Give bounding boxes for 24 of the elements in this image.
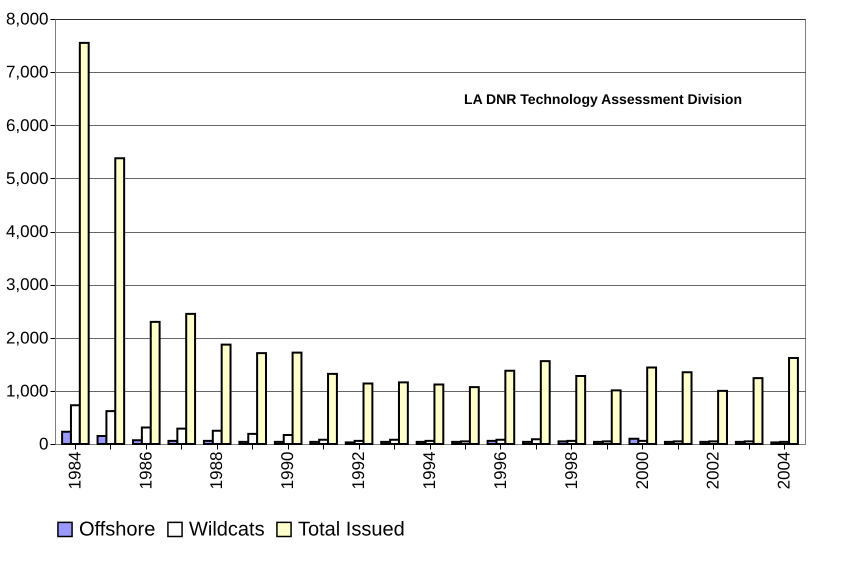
y-tick-label: 4,000 — [6, 222, 48, 241]
legend-label: Total Issued — [298, 518, 405, 540]
x-tick-label: 2004 — [774, 452, 794, 490]
y-tick-label: 1,000 — [6, 381, 48, 400]
x-tick-label: 2002 — [704, 452, 723, 490]
x-tick-label: 1986 — [136, 452, 156, 490]
y-tick-label: 3,000 — [6, 275, 48, 294]
legend-label: Offshore — [79, 518, 156, 540]
x-tick-label: 1988 — [207, 452, 226, 490]
y-tick-label: 0 — [39, 434, 48, 454]
x-tick-label: 1996 — [490, 452, 510, 490]
y-tick-label: 7,000 — [6, 62, 48, 82]
x-tick-label: 2000 — [632, 452, 652, 490]
y-tick-label: 2,000 — [6, 328, 48, 348]
x-tick-label: 1994 — [420, 452, 439, 490]
y-tick-label: 6,000 — [6, 116, 48, 135]
legend-label: Wildcats — [189, 518, 265, 540]
x-tick-label: 1998 — [562, 452, 581, 490]
x-tick-label: 1984 — [65, 452, 84, 490]
x-tick-label: 1990 — [278, 452, 298, 490]
x-tick-label: 1992 — [349, 452, 368, 490]
y-tick-label: 8,000 — [6, 10, 48, 28]
y-tick-label: 5,000 — [6, 168, 48, 188]
annotation: LA DNR Technology Assessment Division — [464, 91, 742, 107]
